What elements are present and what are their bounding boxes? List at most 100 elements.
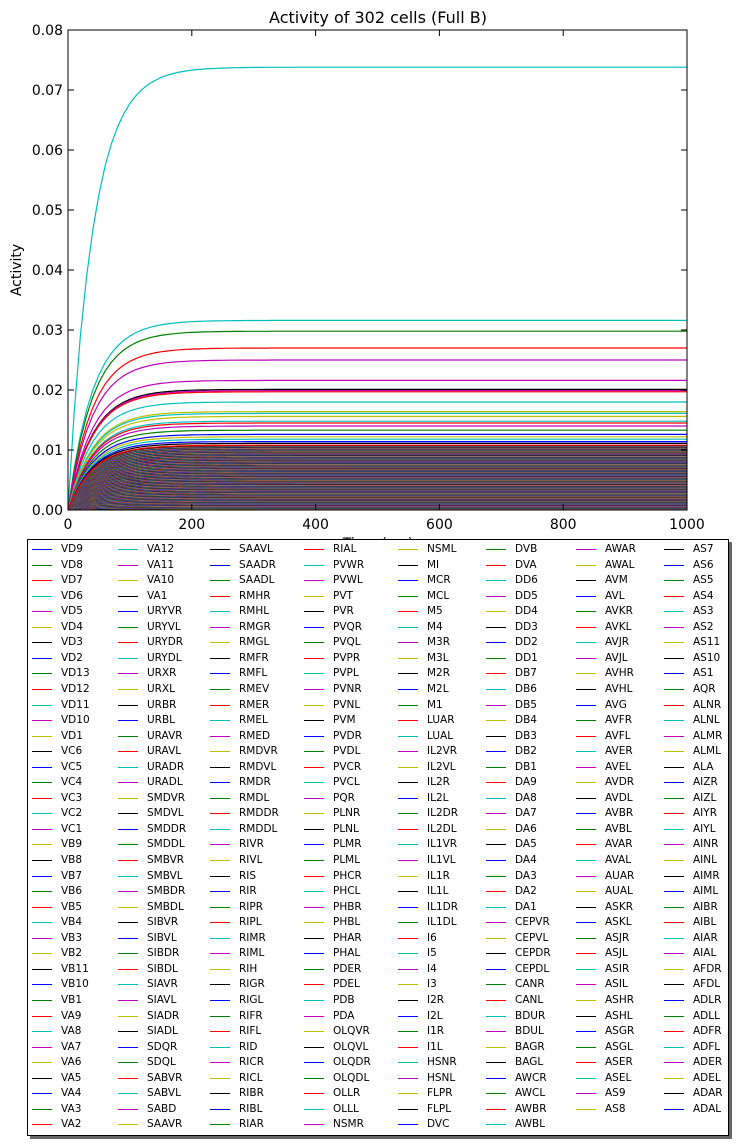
legend-label: PVQL (333, 636, 361, 649)
legend-label: OLQVR (333, 1025, 370, 1038)
legend-label: ADAR (693, 1087, 723, 1100)
series-line-highlight (67, 425, 687, 511)
series-line-highlight (67, 390, 687, 511)
legend-label: AWCL (515, 1087, 546, 1100)
legend-label: VD1 (61, 729, 83, 742)
legend-swatch (664, 766, 684, 768)
legend-label: AVJR (605, 636, 630, 649)
legend-label: PVDL (333, 745, 361, 758)
legend-swatch (576, 564, 596, 566)
legend-label: DB5 (515, 698, 537, 711)
legend-label: SAADR (239, 558, 276, 571)
legend-swatch (32, 937, 52, 939)
legend-swatch (486, 1093, 506, 1095)
legend-label: AVJL (605, 651, 628, 664)
legend-label: SABD (147, 1102, 177, 1115)
legend-label: DVB (515, 543, 538, 555)
legend-swatch (118, 611, 138, 613)
legend-swatch (664, 891, 684, 893)
legend-label: ADAL (693, 1102, 722, 1115)
legend-label: SMDVL (147, 807, 184, 820)
legend-label: RMDVL (239, 760, 277, 773)
legend-swatch (664, 642, 684, 644)
legend-label: AUAL (605, 885, 633, 898)
legend-label: VB1 (61, 993, 83, 1006)
legend-swatch (118, 999, 138, 1001)
legend-label: SIBDR (147, 947, 180, 960)
legend-label: URAVL (147, 745, 182, 758)
legend-swatch (576, 922, 596, 924)
legend-label: M4 (427, 620, 443, 633)
legend-label: SIADR (147, 1009, 180, 1022)
legend-swatch (398, 611, 418, 613)
legend-label: AVBR (605, 807, 634, 820)
legend-swatch (210, 580, 230, 582)
legend-swatch (210, 549, 230, 550)
legend-swatch (664, 1031, 684, 1033)
legend-swatch (210, 844, 230, 846)
legend-label: SABVR (147, 1071, 183, 1084)
legend-swatch (32, 1015, 52, 1017)
legend-swatch (304, 549, 324, 550)
legend: VD9 VD8 VD7 VD6 VD5 VD4 VD3 VD2 VD13 VD12 VD11 VD10… (27, 539, 729, 1136)
legend-label: DVC (427, 1118, 450, 1131)
legend-swatch (210, 595, 230, 597)
legend-label: OLQDL (333, 1071, 370, 1084)
legend-label: RMFR (239, 651, 269, 664)
legend-swatch (486, 595, 506, 597)
legend-swatch (210, 564, 230, 566)
legend-swatch (398, 813, 418, 815)
legend-swatch (664, 782, 684, 784)
legend-swatch (304, 1077, 324, 1079)
legend-label: VB9 (61, 838, 83, 851)
legend-label: NSMR (333, 1118, 364, 1131)
legend-label: AIYR (693, 807, 717, 820)
legend-label: PLML (333, 854, 361, 866)
series-line-highlight (67, 420, 687, 511)
legend-label: RMDDR (239, 807, 279, 820)
legend-label: BAGL (515, 1056, 544, 1069)
legend-label: I2L (427, 1009, 443, 1022)
legend-label: ASER (605, 1056, 633, 1069)
legend-label: CEPVR (515, 916, 550, 929)
legend-swatch (210, 953, 230, 955)
legend-swatch (32, 595, 52, 597)
chart-title: Activity of 302 cells (Full B) (269, 8, 487, 27)
legend-label: AS3 (693, 605, 714, 618)
legend-swatch (398, 1124, 418, 1126)
legend-swatch (398, 704, 418, 706)
legend-label: RICR (239, 1056, 265, 1069)
legend-label: VB11 (61, 962, 89, 975)
x-tick-label: 800 (550, 517, 577, 533)
legend-label: IL1DL (427, 916, 457, 929)
series-line-highlight (67, 359, 687, 511)
legend-label: ASIL (605, 978, 628, 991)
legend-label: ASJL (605, 947, 628, 960)
legend-label: M5 (427, 605, 443, 618)
legend-swatch (210, 673, 230, 675)
legend-swatch (118, 953, 138, 955)
legend-label: AIZL (693, 791, 717, 804)
legend-label: DB2 (515, 745, 537, 758)
legend-swatch (118, 891, 138, 893)
legend-label: RIMR (239, 931, 266, 944)
legend-swatch (210, 735, 230, 737)
legend-swatch (304, 595, 324, 597)
legend-swatch (664, 984, 684, 986)
legend-swatch (210, 1108, 230, 1110)
legend-label: AQR (693, 682, 716, 695)
legend-label: RMDDL (239, 822, 278, 835)
legend-swatch (576, 595, 596, 597)
legend-label: VC2 (61, 807, 83, 820)
legend-swatch (576, 549, 596, 550)
legend-swatch (398, 937, 418, 939)
legend-label: ASGR (605, 1025, 635, 1038)
legend-label: AIBR (693, 900, 718, 913)
legend-swatch (398, 1031, 418, 1033)
legend-label: BDUL (515, 1025, 544, 1038)
legend-label: LUAR (427, 714, 455, 727)
legend-swatch (304, 1124, 324, 1126)
legend-swatch (118, 1062, 138, 1064)
legend-swatch (398, 984, 418, 986)
legend-swatch (486, 1108, 506, 1110)
